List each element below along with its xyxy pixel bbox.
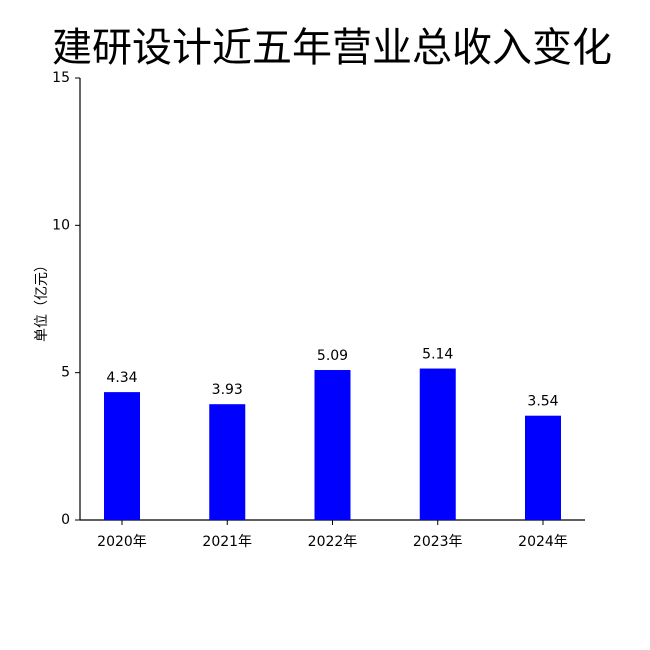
y-axis-label: 单位（亿元）	[34, 258, 50, 342]
y-tick-label: 10	[52, 217, 70, 233]
bar	[209, 404, 246, 520]
chart-title: 建研设计近五年营业总收入变化	[52, 25, 612, 71]
x-tick-label: 2021年	[202, 534, 252, 550]
value-label: 5.14	[422, 347, 453, 363]
bar	[419, 368, 456, 520]
value-label: 3.93	[212, 382, 243, 398]
value-label: 5.09	[317, 348, 348, 364]
x-tick-label: 2020年	[97, 534, 147, 550]
x-tick-label: 2024年	[518, 534, 568, 550]
bar	[104, 392, 140, 520]
bar	[314, 370, 351, 520]
y-tick-label: 0	[61, 512, 70, 528]
x-tick-label: 2023年	[413, 534, 463, 550]
value-label: 3.54	[527, 394, 558, 410]
bar	[525, 415, 561, 520]
x-tick-label: 2022年	[308, 534, 358, 550]
value-label: 4.34	[106, 370, 137, 386]
y-tick-label: 15	[52, 70, 70, 86]
y-tick-label: 5	[61, 365, 70, 381]
